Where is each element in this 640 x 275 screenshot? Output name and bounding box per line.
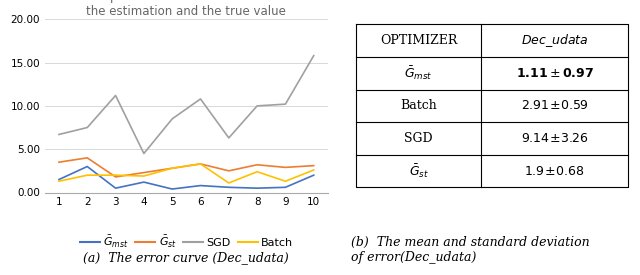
Text: OPTIMIZER: OPTIMIZER bbox=[380, 34, 458, 47]
Text: $2.91\!\pm\! 0.59$: $2.91\!\pm\! 0.59$ bbox=[521, 99, 588, 112]
Text: $1.9\!\pm\! 0.68$: $1.9\!\pm\! 0.68$ bbox=[525, 164, 585, 178]
Text: $\mathit{Dec\_udata}$: $\mathit{Dec\_udata}$ bbox=[521, 32, 588, 49]
Title: The squared deviation curve between
the estimation and the true value: The squared deviation curve between the … bbox=[74, 0, 298, 18]
Text: SGD: SGD bbox=[404, 132, 433, 145]
Legend: $\bar{G}_{mst}$, $\bar{G}_{st}$, SGD, Batch: $\bar{G}_{mst}$, $\bar{G}_{st}$, SGD, Ba… bbox=[75, 229, 298, 254]
Text: (b)  The mean and standard deviation
of error(Dec_udata): (b) The mean and standard deviation of e… bbox=[351, 236, 589, 264]
Text: Batch: Batch bbox=[400, 99, 437, 112]
Text: $\bar{G}_{mst}$: $\bar{G}_{mst}$ bbox=[404, 65, 433, 82]
Text: $\mathbf{1.11} \pm \mathbf{0.97}$: $\mathbf{1.11} \pm \mathbf{0.97}$ bbox=[516, 67, 594, 80]
Text: $9.14\!\pm\! 3.26$: $9.14\!\pm\! 3.26$ bbox=[521, 132, 588, 145]
Text: (a)  The error curve (Dec_udata): (a) The error curve (Dec_udata) bbox=[83, 251, 289, 264]
Text: $\bar{G}_{st}$: $\bar{G}_{st}$ bbox=[409, 162, 429, 180]
